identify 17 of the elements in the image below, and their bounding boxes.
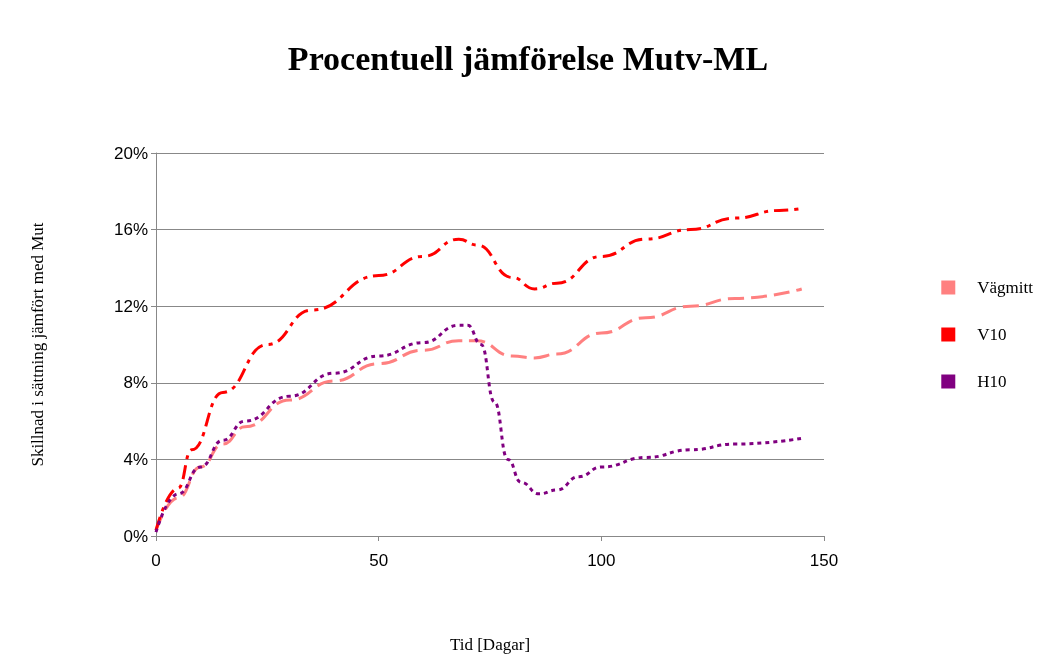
legend-label: H10: [977, 372, 1007, 391]
x-axis-title: Tid [Dagar]: [449, 635, 531, 654]
x-tick-label: 50: [369, 551, 389, 570]
y-tick-label: 0%: [123, 526, 148, 546]
x-tick-label: 150: [809, 551, 839, 570]
line-series: [154, 323, 804, 534]
y-tick-label: 8%: [123, 373, 148, 393]
legend-label: V10: [977, 325, 1007, 344]
y-axis-title: Skillnad i sättning jämfört med Mut: [28, 222, 47, 467]
x-tick-label: 0: [151, 551, 161, 570]
legend-label: Vägmitt: [977, 278, 1034, 297]
y-tick-label: 12%: [113, 296, 148, 316]
y-tick-label: 16%: [113, 220, 148, 240]
chart-title: Procentuell jämförelse Mutv-ML: [287, 39, 769, 77]
y-tick-label: 20%: [113, 143, 148, 163]
x-tick-label: 100: [587, 551, 616, 570]
y-tick-label: 4%: [123, 449, 148, 469]
